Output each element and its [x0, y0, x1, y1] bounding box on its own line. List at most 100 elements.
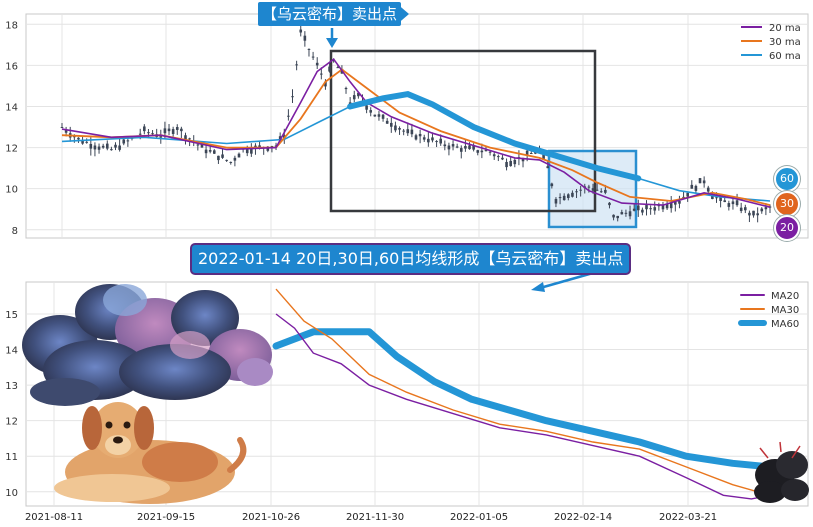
candle-body [93, 145, 97, 150]
candle-body [723, 200, 727, 203]
top-y-tick: 12 [5, 144, 18, 155]
dark-range-box [329, 49, 597, 213]
candle-body [567, 194, 570, 198]
candle-body [138, 133, 142, 135]
storm-cloud-icon [754, 441, 809, 503]
candle-body [105, 143, 109, 149]
candle-body [480, 150, 484, 153]
candle-body [632, 208, 636, 211]
candle-body [188, 138, 191, 140]
candle-body [435, 141, 438, 143]
candle-body [641, 209, 644, 213]
candle-body [147, 132, 150, 134]
candle-body [320, 73, 323, 75]
candle-body [414, 135, 418, 140]
candle-body [661, 205, 665, 210]
top-plot-area [25, 13, 809, 239]
candle-body [406, 129, 410, 134]
candle-body [344, 87, 348, 90]
candle-body [250, 148, 253, 154]
badge-ma30: 30 [774, 191, 800, 217]
candle-body [200, 143, 204, 148]
candle-body [451, 144, 455, 147]
candle-body [81, 140, 84, 144]
candle-body [171, 129, 175, 134]
bottom-ma20-line [275, 313, 771, 500]
candle-body [295, 64, 298, 66]
candle-body [731, 201, 735, 205]
candle-body [645, 205, 648, 210]
bottom-legend-label: MA60 [771, 319, 799, 330]
candle-body [114, 144, 117, 148]
candle-body [529, 153, 533, 155]
candle-body [497, 156, 500, 158]
candle-body [213, 150, 216, 154]
candle-body [636, 205, 640, 211]
candle-body [101, 145, 105, 148]
top-y-tick: 10 [5, 185, 18, 196]
candle-body [352, 95, 356, 100]
bottom-y-tick: 12 [5, 417, 18, 428]
candle-body [612, 214, 615, 218]
top-legend-label: 30 ma [769, 37, 801, 48]
candle-body [669, 203, 673, 209]
candle-body [657, 205, 661, 207]
candle-body [64, 130, 68, 133]
candle-body [167, 128, 171, 132]
candle-body [175, 127, 179, 130]
candle-body [443, 144, 447, 147]
bottom-ma60-line [272, 328, 774, 471]
candle-body [221, 154, 224, 158]
bottom-ma30-line [275, 288, 771, 496]
x-tick: 2021-10-26 [242, 512, 300, 523]
candle-body [546, 166, 550, 169]
dark-cloud-illustration [22, 284, 273, 406]
candle-body [764, 207, 768, 210]
candle-body [455, 146, 459, 148]
candle-body [422, 137, 426, 140]
candle-body [715, 197, 718, 199]
candle-body [118, 145, 121, 150]
badge-ma60: 60 [774, 166, 800, 192]
candle-body [472, 145, 475, 150]
candle-body [143, 126, 146, 132]
candle-body [550, 183, 554, 187]
candle-body [233, 157, 237, 161]
candle-body [653, 207, 657, 211]
candle-body [196, 144, 200, 146]
candle-body [558, 197, 562, 199]
bottom-y-tick: 14 [5, 346, 18, 357]
mid-banner: 2022-01-14 20日,30日,60日均线形成【乌云密布】卖出点 [190, 243, 632, 275]
banner-arrow [531, 271, 594, 292]
candle-body [525, 150, 529, 156]
bottom-y-tick: 10 [5, 488, 18, 499]
candle-body [287, 115, 290, 117]
candle-body [381, 114, 385, 119]
candle-body [484, 150, 488, 152]
candle-body [311, 56, 315, 58]
badge-ma20: 20 [774, 215, 800, 241]
bottom-legend-label: MA30 [771, 305, 799, 316]
candle-body [398, 128, 401, 130]
bottom-ma-lines [272, 288, 774, 500]
candle-body [492, 154, 496, 157]
top-price-panel: 8 10 12 14 16 18 20 ma 30 ma 60 ma [5, 13, 809, 239]
candle-body [418, 133, 422, 137]
top-y-tick: 18 [5, 20, 18, 31]
candle-body [694, 185, 698, 191]
candle-body [447, 145, 451, 150]
candle-body [217, 155, 220, 161]
candle-body [599, 191, 603, 193]
candle-body [488, 151, 492, 153]
candle-body [682, 196, 685, 198]
candle-body [468, 145, 471, 150]
candle-body [204, 149, 208, 154]
candle-body [628, 211, 632, 217]
candle-body [571, 192, 574, 197]
candle-body [674, 202, 677, 205]
candle-body [562, 195, 566, 201]
candle-body [245, 149, 249, 154]
candle-body [373, 114, 377, 117]
candle-body [459, 148, 463, 152]
